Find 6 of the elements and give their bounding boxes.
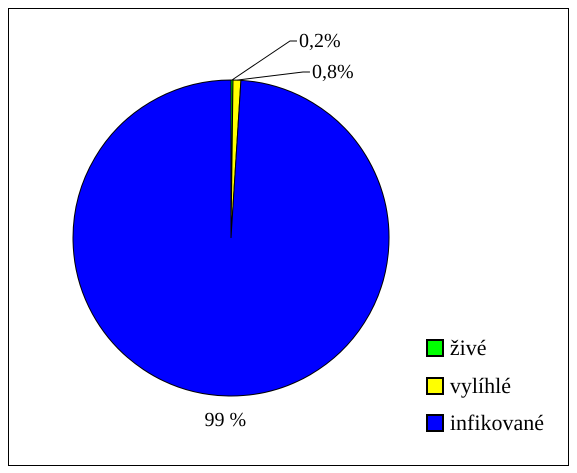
legend-label: infikované: [450, 410, 544, 436]
legend-label: živé: [450, 335, 487, 362]
legend-label: vylíhlé: [450, 372, 512, 399]
data-label: 0,2%: [298, 30, 341, 52]
data-label: 99 %: [204, 408, 246, 431]
data-label: 0,8%: [312, 61, 354, 83]
